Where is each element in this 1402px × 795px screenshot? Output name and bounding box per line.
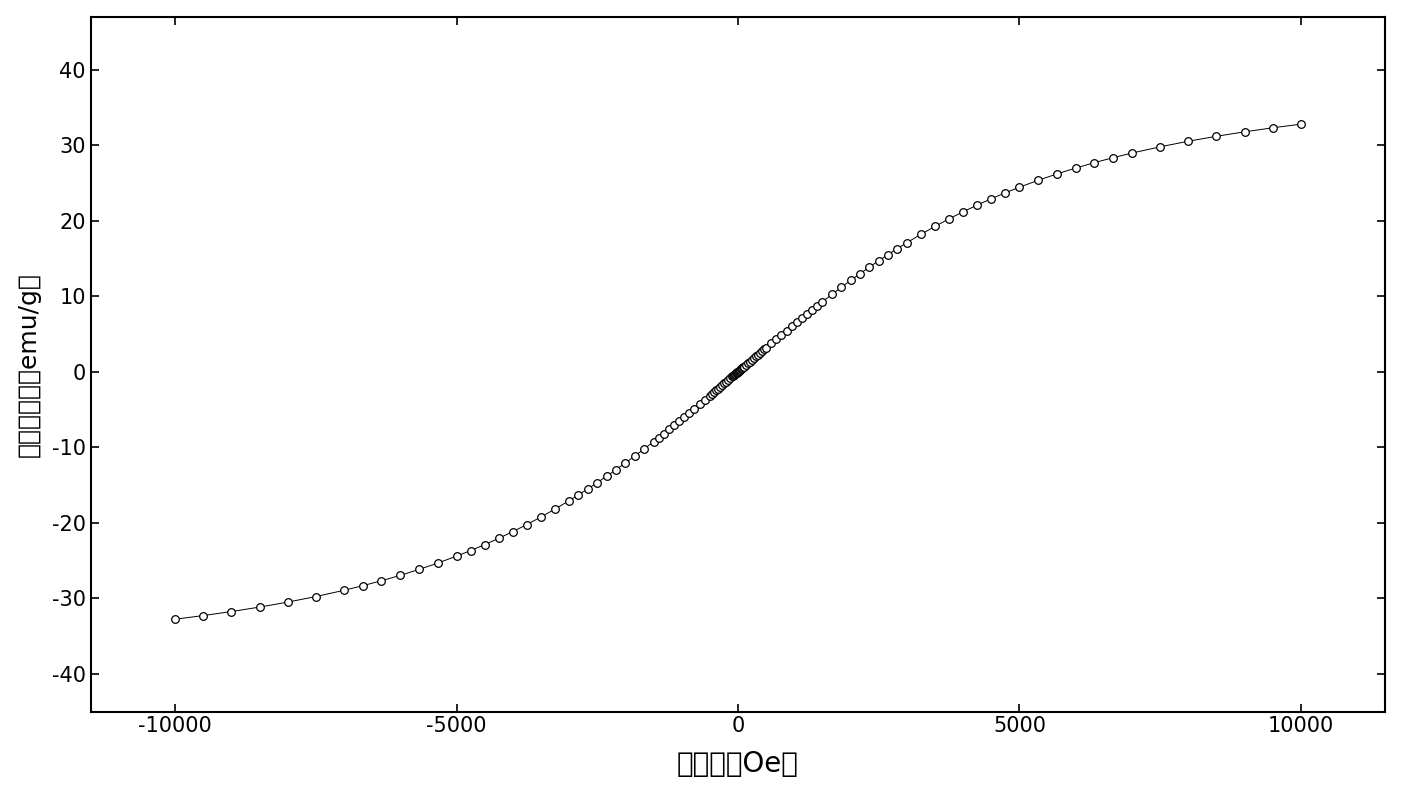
X-axis label: 磁化场（Oe）: 磁化场（Oe）: [677, 750, 799, 778]
Y-axis label: 磁感应强度（emu/g）: 磁感应强度（emu/g）: [17, 272, 41, 456]
